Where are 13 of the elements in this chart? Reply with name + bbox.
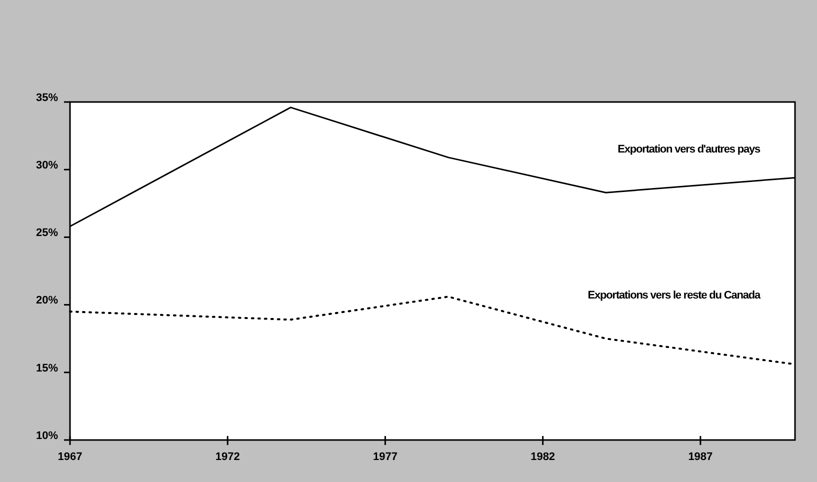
- text: Exportation vers d'autres pays: [618, 144, 760, 156]
- y-tick-label: 25%: [36, 227, 58, 240]
- text: Exportations vers le reste du Canada: [588, 290, 762, 302]
- y-tick-label: 10%: [36, 430, 58, 442]
- x-tick-label: 1967: [58, 451, 82, 463]
- y-tick-label: 15%: [36, 362, 58, 374]
- y-tick-label: 30%: [36, 160, 58, 172]
- x-tick-label: 1977: [372, 451, 398, 463]
- y-tick-label: 20%: [36, 294, 58, 307]
- x-tick-label: 1987: [688, 451, 713, 463]
- y-tick-label: 35%: [36, 92, 58, 104]
- x-tick-label: 1982: [530, 451, 556, 463]
- x-tick-label: 1972: [215, 451, 240, 463]
